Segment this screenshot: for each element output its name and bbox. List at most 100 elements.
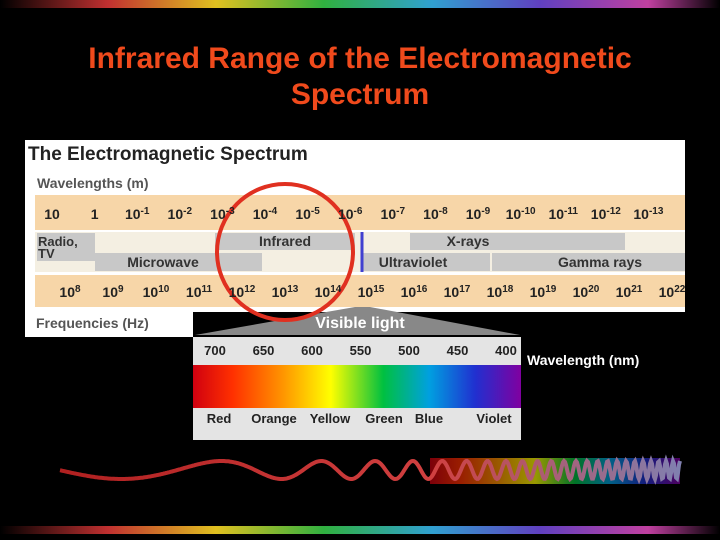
power-exponent: 11 (202, 284, 213, 295)
power-base: 10 (338, 206, 354, 222)
visible-wavelength: 600 (301, 343, 323, 358)
power-base: 10 (381, 206, 397, 222)
power-exponent: 10 (158, 284, 170, 295)
power-label: 1012 (229, 284, 256, 301)
visible-unit: Wavelength (nm) (527, 352, 639, 368)
wave (59, 454, 682, 485)
power-exponent: -2 (183, 206, 192, 217)
power-label: 1020 (573, 284, 600, 301)
visible-title: Visible light (315, 315, 405, 332)
power-label: 1019 (530, 284, 557, 301)
power-label: 1015 (358, 284, 385, 301)
color-name: Orange (251, 411, 297, 426)
visible-spectrum (193, 365, 521, 408)
power-label: 1010 (143, 284, 170, 301)
power-exponent: 18 (502, 284, 514, 295)
power-label: 10-9 (466, 206, 491, 223)
power-exponent: -1 (141, 206, 150, 217)
power-label: 109 (102, 284, 124, 301)
power-label: 10-7 (381, 206, 406, 223)
power-base: 10 (143, 284, 159, 300)
panel-tab (25, 312, 193, 337)
band-box (215, 233, 355, 250)
visible-wavelength: 450 (447, 343, 469, 358)
color-name: Green (365, 411, 403, 426)
power-label: 10-6 (338, 206, 363, 223)
power-label: 10-8 (423, 206, 448, 223)
visible-wavelength: 550 (350, 343, 372, 358)
power-label: 108 (59, 284, 81, 301)
power-base: 10 (633, 206, 649, 222)
power-base: 10 (59, 284, 75, 300)
power-base: 10 (168, 206, 184, 222)
power-base: 10 (272, 284, 288, 300)
power-label: 10-13 (633, 206, 663, 223)
power-label: 10-10 (506, 206, 536, 223)
power-label: 1021 (616, 284, 643, 301)
power-label: 10-4 (253, 206, 278, 223)
power-base: 10 (548, 206, 564, 222)
power-label: 10-5 (295, 206, 320, 223)
power-label: 10 (44, 206, 60, 222)
power-base: 10 (466, 206, 482, 222)
band-label: Ultraviolet (379, 254, 448, 270)
top-stripe (0, 0, 720, 8)
power-label: 1 (91, 206, 99, 222)
power-exponent: 19 (545, 284, 557, 295)
power-exponent: -6 (354, 206, 363, 217)
band-box (410, 233, 625, 250)
visible-wavelength: 700 (204, 343, 226, 358)
band-label: TV (38, 246, 55, 261)
power-exponent: 12 (244, 284, 256, 295)
band-box (362, 253, 490, 271)
color-name: Red (207, 411, 232, 426)
power-base: 10 (616, 284, 632, 300)
power-exponent: -7 (396, 206, 405, 217)
power-base: 10 (125, 206, 141, 222)
power-exponent: -9 (481, 206, 490, 217)
power-exponent: -12 (606, 206, 621, 217)
power-label: 1018 (487, 284, 514, 301)
band-box (492, 253, 685, 271)
power-label: 1013 (272, 284, 299, 301)
power-label: 1022 (659, 284, 686, 301)
power-label: 10-2 (168, 206, 193, 223)
power-exponent: 9 (118, 284, 124, 295)
power-base: 10 (423, 206, 439, 222)
power-label: 1014 (315, 284, 342, 301)
title-line: Infrared Range of the Electromagnetic (88, 42, 631, 75)
power-base: 10 (253, 206, 269, 222)
highlight-circle (215, 182, 355, 322)
power-exponent: 13 (287, 284, 299, 295)
power-base: 1 (91, 206, 99, 222)
power-label: 1017 (444, 284, 471, 301)
power-exponent: -8 (439, 206, 448, 217)
visible-funnel (195, 307, 520, 335)
power-base: 10 (315, 284, 331, 300)
power-exponent: -13 (649, 206, 664, 217)
power-exponent: -10 (521, 206, 536, 217)
bottom-stripe (0, 526, 720, 534)
power-exponent: 16 (416, 284, 428, 295)
color-name: Blue (415, 411, 443, 426)
band-label: Microwave (127, 254, 199, 270)
power-label: 10-1 (125, 206, 150, 223)
power-exponent: 22 (674, 284, 686, 295)
frequency-label: Frequencies (Hz) (36, 315, 149, 331)
visible-wavelength: 650 (253, 343, 275, 358)
band-label: X-rays (447, 233, 490, 249)
power-exponent: 17 (459, 284, 471, 295)
visible-wavelength: 500 (398, 343, 420, 358)
heading: The Electromagnetic Spectrum (28, 144, 308, 165)
power-base: 10 (229, 284, 245, 300)
power-exponent: -5 (311, 206, 320, 217)
slide-title: Infrared Range of the Electromagnetic Spe… (88, 42, 631, 111)
wavelength-label: Wavelengths (m) (37, 175, 149, 191)
power-base: 10 (659, 284, 675, 300)
power-label: 10-11 (548, 206, 578, 223)
power-base: 10 (506, 206, 522, 222)
power-base: 10 (573, 284, 589, 300)
power-exponent: 21 (631, 284, 643, 295)
power-label: 10-3 (210, 206, 235, 223)
